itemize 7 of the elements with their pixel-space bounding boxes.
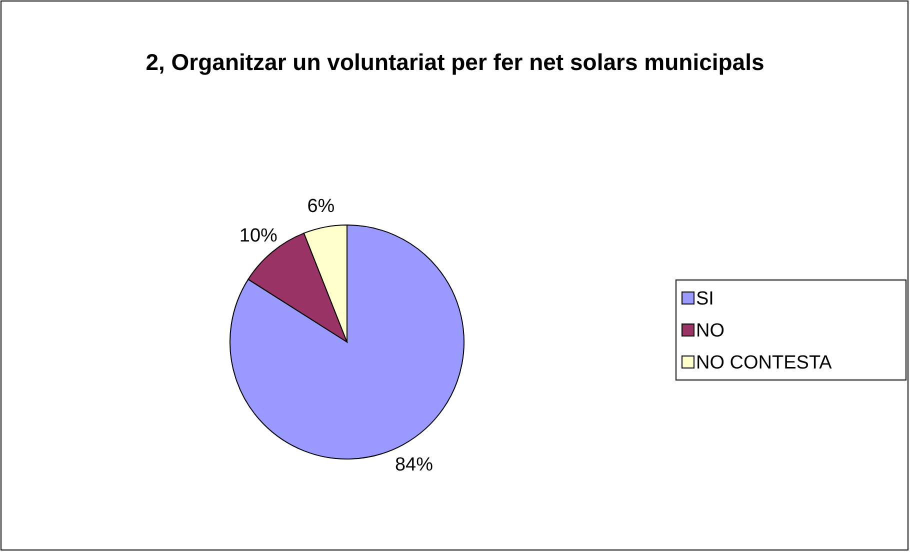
data-label: 10%	[239, 226, 278, 247]
legend-label: NO CONTESTA	[696, 352, 832, 374]
chart-title: 2, Organitzar un voluntariat per fer net solars municipals	[146, 49, 764, 75]
legend-label: NO	[696, 320, 724, 342]
data-label: 6%	[307, 196, 335, 218]
legend-label: SI	[696, 288, 714, 310]
data-label: 84%	[394, 454, 434, 476]
